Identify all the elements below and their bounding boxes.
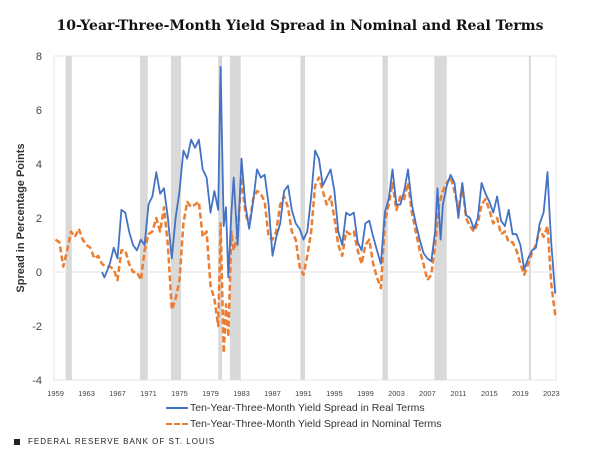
y-tick-label: 6	[36, 105, 42, 117]
square-icon	[14, 438, 20, 445]
x-tick-label: 2019	[512, 389, 529, 398]
recession-band	[218, 56, 223, 380]
x-tick-label: 2003	[388, 389, 405, 398]
x-tick-label: 2011	[450, 389, 466, 398]
legend-label: Ten-Year-Three-Month Yield Spread in Nom…	[190, 418, 442, 430]
legend-item-nominal: Ten-Year-Three-Month Yield Spread in Nom…	[166, 418, 442, 430]
x-tick-label: 1999	[357, 389, 374, 398]
y-tick-label: 0	[36, 267, 42, 279]
legend-swatch-dashed	[166, 423, 188, 425]
x-tick-label: 2023	[543, 389, 560, 398]
x-tick-label: 1975	[171, 389, 188, 398]
y-axis-label: Spread in Percentage Points	[15, 143, 27, 292]
x-tick-label: 1983	[233, 389, 250, 398]
recession-band	[300, 56, 305, 380]
footer: FEDERAL RESERVE BANK OF ST. LOUIS	[14, 437, 215, 446]
x-tick-label: 1995	[326, 389, 343, 398]
recession-band	[434, 56, 447, 380]
x-tick-label: 1991	[295, 389, 312, 398]
recession-band	[528, 56, 531, 380]
legend-label: Ten-Year-Three-Month Yield Spread in Rea…	[190, 402, 425, 414]
x-tick-label: 1959	[47, 389, 64, 398]
x-tick-label: 1979	[202, 389, 219, 398]
x-tick-label: 1967	[109, 389, 126, 398]
y-tick-label: 2	[36, 213, 42, 225]
x-tick-label: 2015	[481, 389, 498, 398]
x-tick-label: 1987	[264, 389, 281, 398]
chart-title: 10-Year-Three-Month Yield Spread in Nomi…	[56, 18, 544, 34]
series-real-line	[101, 65, 557, 294]
x-tick-label: 1971	[140, 389, 157, 398]
x-tick-label: 2007	[419, 389, 436, 398]
y-tick-label: -2	[32, 321, 42, 333]
recession-band	[139, 56, 148, 380]
series-nominal-line	[54, 176, 557, 355]
legend-item-real: Ten-Year-Three-Month Yield Spread in Rea…	[166, 402, 425, 414]
legend-swatch-solid	[166, 407, 188, 409]
footer-text: FEDERAL RESERVE BANK OF ST. LOUIS	[28, 437, 216, 446]
y-tick-label: -4	[32, 375, 42, 387]
recession-band	[65, 56, 72, 380]
y-tick-label: 4	[36, 159, 42, 171]
y-tick-label: 8	[36, 51, 42, 63]
line-chart: -4 -2 0 2 4 6 8 1959 1963 1967 1971 1975 1979 1983 198…	[15, 51, 560, 398]
x-tick-label: 1963	[78, 389, 95, 398]
